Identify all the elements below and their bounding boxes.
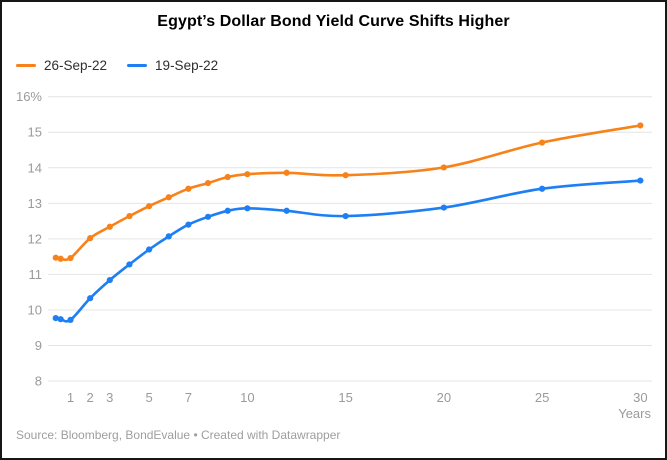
- legend-label: 26-Sep-22: [44, 58, 108, 73]
- data-point[interactable]: [224, 173, 231, 181]
- series-line-19-sep-22: [54, 179, 642, 323]
- y-tick-label: 16%: [16, 89, 42, 104]
- legend: 26-Sep-22 19-Sep-22: [16, 58, 218, 73]
- y-tick-label: 12: [28, 231, 42, 246]
- data-point[interactable]: [637, 177, 644, 184]
- data-point[interactable]: [87, 235, 94, 242]
- data-point[interactable]: [244, 171, 251, 178]
- chart-title: Egypt’s Dollar Bond Yield Curve Shifts H…: [157, 13, 510, 30]
- y-tick-label: 10: [28, 302, 42, 317]
- data-point[interactable]: [204, 213, 212, 220]
- y-tick-label: 14: [28, 160, 42, 175]
- data-point[interactable]: [185, 185, 192, 192]
- y-tick-label: 13: [28, 196, 42, 211]
- data-point[interactable]: [67, 316, 74, 323]
- data-point[interactable]: [283, 169, 290, 176]
- data-point[interactable]: [146, 246, 153, 253]
- legend-swatch-icon: [16, 64, 36, 67]
- data-point[interactable]: [244, 205, 251, 212]
- y-tick-label: 8: [35, 374, 42, 389]
- data-point[interactable]: [106, 223, 113, 230]
- x-axis-labels: 1 2 3 5 7 10 15 20 25 30: [67, 390, 648, 405]
- data-point[interactable]: [539, 139, 546, 146]
- legend-item-19-sep-22: 19-Sep-22: [127, 58, 218, 73]
- legend-item-26-sep-22: 26-Sep-22: [16, 58, 107, 73]
- data-point[interactable]: [165, 233, 172, 240]
- series-line-26-sep-22: [54, 124, 642, 262]
- x-tick-label: 20: [437, 390, 451, 405]
- data-point[interactable]: [67, 254, 74, 262]
- data-point[interactable]: [165, 194, 172, 201]
- data-point[interactable]: [57, 316, 64, 323]
- data-point[interactable]: [539, 185, 546, 192]
- y-tick-label: 15: [28, 125, 42, 140]
- x-tick-label: 1: [67, 390, 74, 405]
- data-point[interactable]: [440, 204, 447, 211]
- data-point[interactable]: [146, 203, 153, 210]
- data-point[interactable]: [126, 213, 133, 220]
- x-tick-label: 15: [338, 390, 352, 405]
- data-point[interactable]: [204, 179, 212, 187]
- x-tick-label: 2: [87, 390, 94, 405]
- y-tick-label: 11: [29, 267, 43, 282]
- x-axis-title: Years: [618, 406, 651, 421]
- data-point[interactable]: [440, 164, 447, 171]
- data-point[interactable]: [637, 122, 644, 129]
- data-point[interactable]: [106, 276, 113, 284]
- x-tick-label: 5: [145, 390, 152, 405]
- data-point[interactable]: [342, 172, 349, 179]
- data-point[interactable]: [224, 207, 231, 214]
- x-tick-label: 25: [535, 390, 549, 405]
- x-tick-label: 30: [633, 390, 647, 405]
- y-tick-label: 9: [35, 338, 42, 353]
- y-axis-labels: 16% 15 14 13 12 11 10 9 8: [16, 89, 42, 388]
- data-point[interactable]: [283, 207, 290, 214]
- x-tick-label: 3: [106, 390, 113, 405]
- legend-swatch-icon: [127, 64, 148, 67]
- data-point[interactable]: [57, 255, 64, 262]
- data-point[interactable]: [52, 254, 59, 261]
- data-point[interactable]: [126, 261, 133, 268]
- source-caption: Source: Bloomberg, BondEvalue • Created …: [16, 428, 341, 442]
- x-tick-label: 10: [240, 390, 254, 405]
- data-point[interactable]: [185, 221, 192, 228]
- x-tick-label: 7: [185, 390, 192, 405]
- gridlines: [48, 96, 652, 382]
- legend-label: 19-Sep-22: [155, 58, 219, 73]
- series-lines: [52, 122, 644, 323]
- data-point[interactable]: [52, 315, 59, 322]
- data-point[interactable]: [87, 295, 94, 302]
- data-point[interactable]: [342, 213, 349, 220]
